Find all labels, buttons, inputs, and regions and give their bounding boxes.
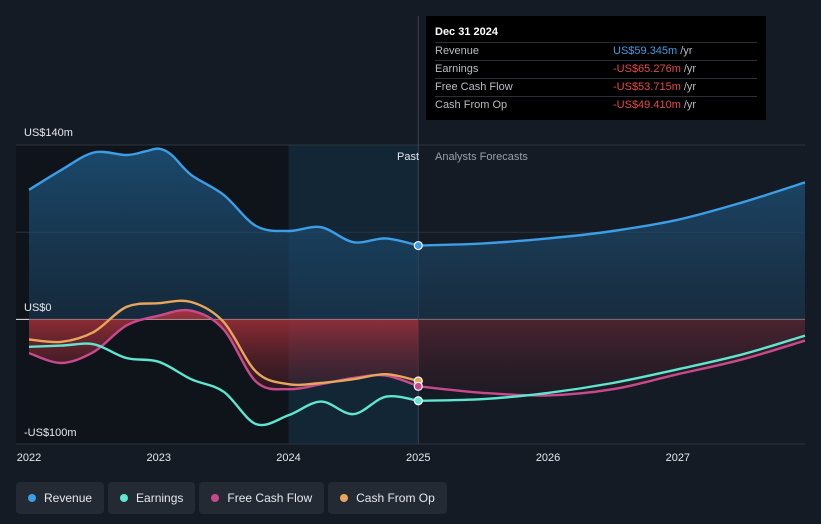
legend-item-free-cash-flow[interactable]: Free Cash Flow xyxy=(199,482,325,514)
revenue-area xyxy=(29,148,805,320)
revenue-line-forecast xyxy=(418,181,806,247)
legend-label: Free Cash Flow xyxy=(227,491,313,505)
tooltip-value: -US$49.410m xyxy=(613,99,681,111)
tooltip-label: Free Cash Flow xyxy=(435,81,513,93)
tooltip-row-revenue: Revenue US$59.345m /yr xyxy=(435,43,757,61)
fcf-line-forecast xyxy=(418,339,806,397)
tooltip-unit: /yr xyxy=(683,81,697,93)
tooltip-label: Cash From Op xyxy=(435,99,508,111)
tooltip-row-fcf: Free Cash Flow -US$53.715m /yr xyxy=(435,79,757,97)
x-ticks-layer: 2022 2023 2024 2025 2026 2027 xyxy=(17,452,690,464)
forecast-label: Analysts Forecasts xyxy=(435,151,528,163)
legend-label: Earnings xyxy=(136,491,184,505)
labels-layer: US$140m US$0 -US$100m Past Analysts Fore… xyxy=(24,127,528,439)
revenue-marker xyxy=(413,240,423,251)
tooltip-value: -US$53.715m xyxy=(613,81,681,93)
legend-dot-icon xyxy=(120,494,129,502)
negative-area-past xyxy=(29,310,419,390)
tooltip-date: Dec 31 2024 xyxy=(435,25,757,43)
tooltip-row-cfo: Cash From Op -US$49.410m /yr xyxy=(435,97,757,114)
tooltip-unit: /yr xyxy=(683,99,697,111)
past-label: Past xyxy=(397,151,419,163)
tooltip: Dec 31 2024 Revenue US$59.345m /yr Earni… xyxy=(426,16,766,120)
legend-label: Cash From Op xyxy=(356,491,435,505)
area-layer xyxy=(29,148,805,396)
fcf-marker xyxy=(413,381,423,391)
markers-layer xyxy=(413,240,423,406)
x-tick-label: 2024 xyxy=(276,452,300,464)
tooltip-label: Earnings xyxy=(435,63,479,75)
legend-dot-icon xyxy=(28,494,36,502)
legend-label: Revenue xyxy=(44,491,93,505)
y-label-zero: US$0 xyxy=(24,302,52,314)
tooltip-row-earnings: Earnings -US$65.276m /yr xyxy=(435,61,757,79)
x-tick-label: 2027 xyxy=(666,452,690,464)
tooltip-unit: /yr xyxy=(683,63,697,75)
earnings-line-forecast xyxy=(418,334,806,402)
negative-area-forecast xyxy=(418,319,805,396)
revenue-line-past xyxy=(28,147,419,247)
lines-layer xyxy=(28,147,806,427)
y-label-bottom: -US$100m xyxy=(24,427,77,439)
earnings-marker xyxy=(413,396,423,406)
x-tick-label: 2026 xyxy=(536,452,560,464)
y-label-top: US$140m xyxy=(24,127,73,139)
tooltip-value: US$59.345m xyxy=(613,45,678,57)
tooltip-unit: /yr xyxy=(680,45,693,57)
legend-item-earnings[interactable]: Earnings xyxy=(108,482,196,514)
earnings-line-past xyxy=(28,342,419,427)
tooltip-value: -US$65.276m xyxy=(613,63,681,75)
legend-item-cash-from-op[interactable]: Cash From Op xyxy=(328,482,447,514)
cfo-line-past xyxy=(28,299,419,387)
legend-dot-icon xyxy=(340,494,349,502)
x-tick-label: 2023 xyxy=(147,452,171,464)
legend: Revenue Earnings Free Cash Flow Cash Fro… xyxy=(16,482,447,514)
x-tick-label: 2025 xyxy=(406,452,430,464)
tooltip-label: Revenue xyxy=(435,45,480,57)
legend-dot-icon xyxy=(211,494,220,502)
legend-item-revenue[interactable]: Revenue xyxy=(16,482,105,514)
x-tick-label: 2022 xyxy=(17,452,41,464)
